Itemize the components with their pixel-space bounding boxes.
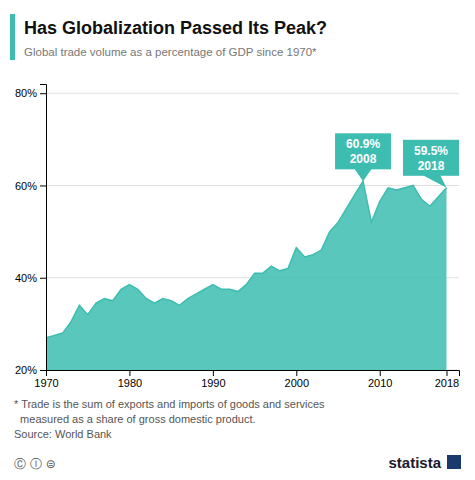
tick: 40% [15,272,46,284]
license: Ⓒ Ⓘ ⊜ [14,457,56,471]
callout: 60.9%2008 [335,133,391,181]
tick-mark [296,370,297,376]
tick: 2000 [285,370,309,389]
tick-label: 40% [15,272,37,284]
tick: 60% [15,180,46,192]
callout-sublabel: 2018 [418,159,445,173]
tick-mark [380,370,381,376]
callout-pointer [354,168,372,181]
callout-sublabel: 2008 [350,152,377,166]
tick: 80% [15,87,46,99]
grid [46,93,459,370]
subtitle: Global trade volume as a percentage of G… [24,46,317,58]
grid-line [46,185,459,186]
tick: 1980 [118,370,142,389]
tick-label: 2018 [435,377,459,389]
line [46,181,446,337]
tick-mark [446,370,447,376]
footnote: Source: World Bank [14,428,112,440]
callout: 59.5%2018 [403,140,459,188]
tick-label: 2010 [368,377,392,389]
tick: 2018 [435,370,459,389]
tick-mark [40,278,46,279]
callout-box [403,140,459,176]
grid-line [46,93,459,94]
x-axis: 1970 1980 1990 2000 2010 2018 [34,370,459,389]
tick-label: 80% [15,87,37,99]
tick: 1990 [201,370,225,389]
title-accent [10,14,15,60]
tick-label: 20% [15,364,37,376]
tick-label: 2000 [285,377,309,389]
tick: 20% [15,364,46,376]
tick-mark [40,370,46,371]
tick-label: 1980 [118,377,142,389]
tick: 2010 [368,370,392,389]
axis-domain [40,85,47,371]
tick-label: 1990 [201,377,225,389]
callouts: 60.9%200859.5%2018 [335,133,459,187]
chart-svg: Has Globalization Passed Its Peak? Global… [0,0,475,480]
logo-icon [447,455,461,469]
tick-mark [40,185,46,186]
axis-domain [47,371,460,377]
footnotes: * Trade is the sum of exports and import… [14,398,325,440]
tick-label: 60% [15,180,37,192]
logo: statista [388,454,441,471]
tick-mark [40,93,46,94]
y-axis: 20% 40% 60% 80% [15,85,47,377]
callout-pointer [422,175,446,188]
footnote: * Trade is the sum of exports and import… [14,398,325,410]
chart-container: Has Globalization Passed Its Peak? Global… [0,0,475,480]
tick-label: 1970 [34,377,58,389]
callout-box [335,133,391,169]
plot-marks [46,181,446,370]
area [46,181,446,370]
title: Has Globalization Passed Its Peak? [24,18,327,38]
tick-mark [213,370,214,376]
tick: 1970 [34,370,58,389]
tick-mark [129,370,130,376]
callout-label: 60.9% [346,137,380,151]
footnote: measured as a share of gross domestic pr… [14,413,256,425]
callout-label: 59.5% [414,144,448,158]
